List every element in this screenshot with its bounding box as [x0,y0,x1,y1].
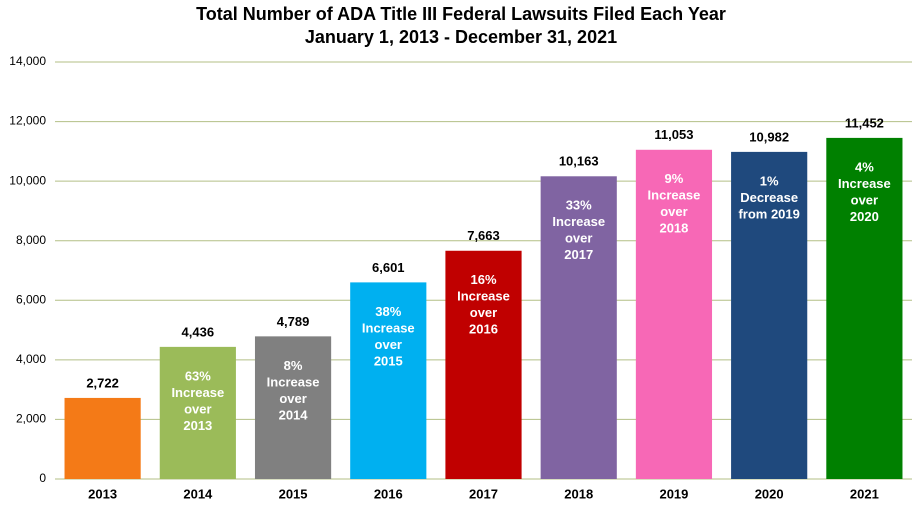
bar [826,137,903,480]
bar-annotation: over [375,337,402,352]
bar [350,282,427,479]
bar [731,151,808,479]
x-tick-label: 2016 [374,486,403,501]
bar-annotation: Increase [267,374,320,389]
bar-annotation: Decrease [740,190,798,205]
bar-annotation: 2016 [469,322,498,337]
y-tick-label: 4,000 [16,352,46,366]
value-label: 10,982 [749,129,789,144]
bar-annotation: 63% [185,368,211,383]
bar-annotation: from 2019 [738,206,799,221]
value-label: 7,663 [467,228,500,243]
y-tick-label: 8,000 [16,233,46,247]
bar [445,250,522,479]
value-label: 4,789 [277,314,310,329]
value-label: 6,601 [372,260,405,275]
bar-annotation: 2018 [659,221,688,236]
bar-annotation: 16% [470,272,496,287]
bar-annotation: Increase [362,320,415,335]
bar [159,346,236,479]
y-tick-label: 14,000 [9,54,46,68]
x-tick-label: 2018 [564,486,593,501]
x-tick-label: 2019 [659,486,688,501]
bar-annotation: Increase [171,385,224,400]
chart-title: Total Number of ADA Title III Federal La… [196,4,726,24]
bar-annotation: 2017 [564,247,593,262]
bar-annotation: Increase [552,214,605,229]
y-tick-label: 10,000 [9,173,46,187]
x-tick-label: 2013 [88,486,117,501]
value-label: 4,436 [182,324,215,339]
bar-annotation: 9% [665,171,684,186]
bar-annotation: Increase [648,188,701,203]
y-tick-label: 6,000 [16,292,46,306]
y-tick-label: 2,000 [16,412,46,426]
bar-annotation: 2013 [183,418,212,433]
bar-annotation: 8% [284,358,303,373]
bar [635,149,713,479]
bar-annotation: over [660,204,687,219]
bar [254,336,332,479]
x-tick-label: 2014 [183,486,213,501]
bar-annotation: over [279,391,306,406]
bar-annotation: over [184,401,211,416]
chart-subtitle: January 1, 2013 - December 31, 2021 [305,27,617,47]
bar-annotation: 33% [566,198,592,213]
value-label: 11,452 [845,115,884,130]
x-tick-label: 2021 [850,486,879,501]
bar-annotation: 38% [375,304,401,319]
value-label: 11,053 [654,127,693,142]
value-label: 10,163 [559,154,599,169]
bar-annotation: over [470,305,497,320]
bar-annotation: over [851,192,878,207]
value-label: 2,722 [86,375,119,390]
x-tick-label: 2015 [279,486,308,501]
bar [64,397,141,479]
y-tick-label: 12,000 [9,114,46,128]
bar-annotation: 2020 [850,209,879,224]
y-tick-label: 0 [39,471,46,485]
bar-annotation: 1% [760,173,779,188]
bar [540,176,617,479]
x-tick-label: 2017 [469,486,498,501]
bar-annotation: 2014 [279,407,309,422]
x-tick-label: 2020 [755,486,784,501]
bar-annotation: over [565,231,592,246]
bar-annotation: Increase [838,176,891,191]
bar-annotation: 2015 [374,353,403,368]
bar-annotation: Increase [457,289,510,304]
bar-annotation: 4% [855,159,874,174]
